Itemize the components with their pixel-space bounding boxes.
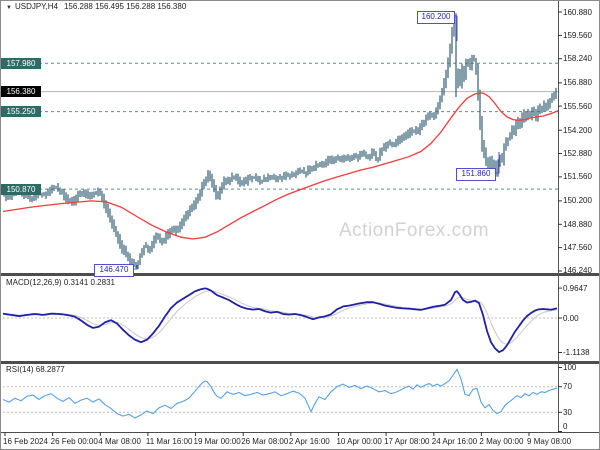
rsi-value: 68.2877 (35, 365, 65, 374)
macd-indicator-label: MACD(12,26,9) 0.3141 0.2831 (6, 278, 115, 287)
watermark: ActionForex.com (339, 220, 490, 241)
symbol-label: USDJPY,H4 (14, 2, 58, 11)
rsi-name: RSI(14) (6, 365, 34, 374)
macd-name: MACD(12,26,9) (6, 278, 62, 287)
rsi-indicator-label: RSI(14) 68.2877 (6, 365, 65, 374)
collapse-triangle-icon[interactable]: ▼ (6, 5, 12, 11)
chart-title: ▼ USDJPY,H4 156.288 156.495 156.288 156.38… (6, 2, 186, 11)
ohlc-values: 156.288 156.495 156.288 156.380 (63, 2, 187, 11)
macd-values: 0.3141 0.2831 (63, 278, 115, 287)
